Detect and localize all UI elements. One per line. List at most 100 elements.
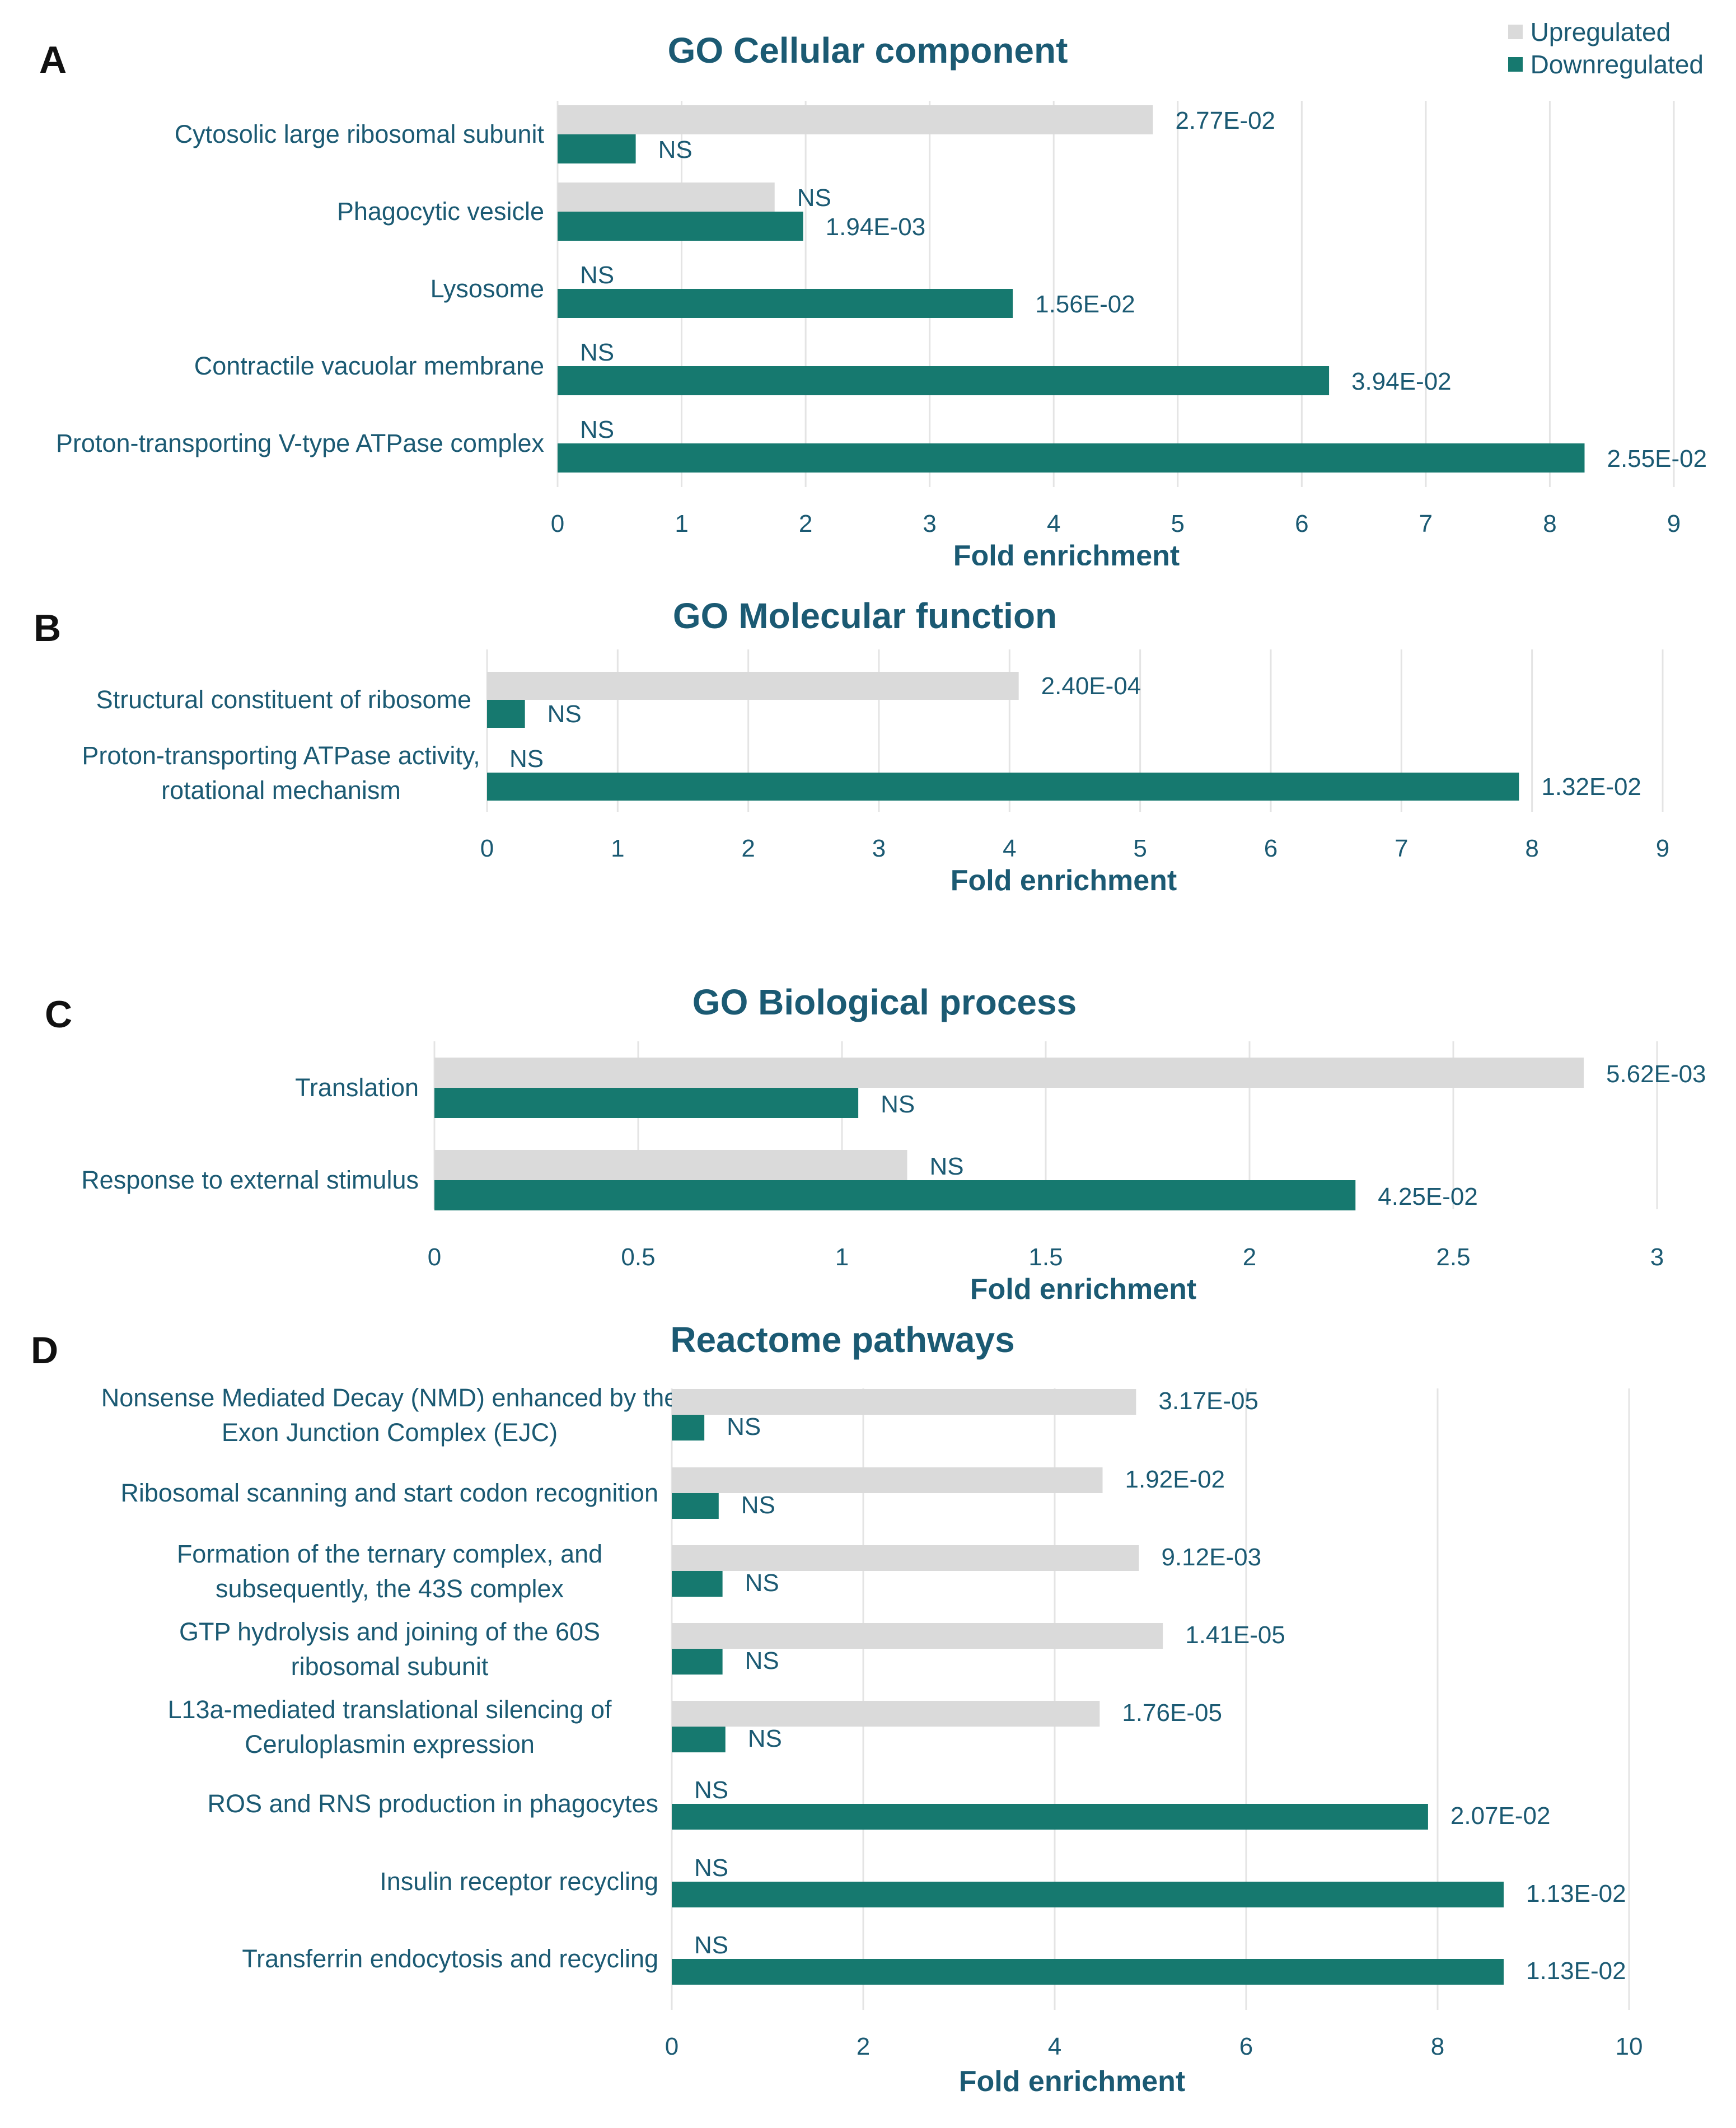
legend-swatch-downregulated: [1508, 57, 1523, 72]
x-tick-label: 2: [857, 2033, 870, 2060]
chart-title: GO Cellular component: [668, 30, 1068, 71]
data-label-upregulated-contractile-vacuolar-membrane: NS: [580, 339, 614, 366]
x-tick-label: 8: [1543, 510, 1556, 537]
x-tick-label: 6: [1295, 510, 1308, 537]
category-label-phagocytic-vesicle: Phagocytic vesicle: [337, 197, 544, 226]
category-label-translation: Translation: [295, 1073, 419, 1102]
data-label-downregulated-response-to-external-stimulus: 4.25E-02: [1378, 1183, 1478, 1210]
category-label-proton-transporting-v-type-atpase-complex: Proton-transporting V-type ATPase comple…: [56, 429, 545, 457]
x-tick-label: 9: [1656, 835, 1669, 862]
data-label-upregulated-cytosolic-large-ribosomal-subunit: 2.77E-02: [1175, 107, 1275, 134]
data-label-upregulated-ribosomal-scanning-and-start-codon-recognition: 1.92E-02: [1125, 1466, 1225, 1493]
x-tick-label: 0: [480, 835, 494, 862]
category-label-gtp-hydrolysis-and-joining-of-the-60s-ribosomal-subunit: GTP hydrolysis and joining of the 60S: [179, 1617, 600, 1646]
bar-downregulated-proton-transporting-v-type-atpase-complex: [558, 443, 1585, 473]
chart-title: Reactome pathways: [670, 1321, 1014, 1360]
x-tick-label: 6: [1264, 835, 1278, 862]
data-label-downregulated-ros-and-rns-production-in-phagocytes: 2.07E-02: [1450, 1802, 1551, 1830]
data-label-upregulated-proton-transporting-v-type-atpase-complex: NS: [580, 416, 614, 443]
panel-go-biological-process: C GO Biological process 0 0.5 1 1.5 2 2.5 3 Fold …: [0, 952, 1736, 1321]
bar-upregulated-gtp-hydrolysis-and-joining-of-the-60s-ribosomal-subunit: [672, 1623, 1163, 1649]
data-label-upregulated-translation: 5.62E-03: [1606, 1060, 1706, 1088]
panel-letter: D: [31, 1329, 58, 1372]
x-tick-label: 6: [1239, 2033, 1253, 2060]
bar-upregulated-structural-constituent-of-ribosome: [487, 672, 1019, 700]
category-label-formation-of-the-ternary-complex-and-subsequently-the-43s-complex: Formation of the ternary complex, and: [177, 1540, 602, 1568]
x-tick-label: 2.5: [1436, 1243, 1470, 1271]
data-label-upregulated-structural-constituent-of-ribosome: 2.40E-04: [1041, 672, 1141, 700]
chart-go-molecular-function: B GO Molecular function 0 1 2 3 4 5 6 7 8 9 Fold enr…: [34, 596, 1669, 897]
legend-label-downregulated: Downregulated: [1530, 50, 1704, 79]
data-label-upregulated-nonsense-mediated-decay-nmd-enhanced-by-the-exon-junction-complex-ejc: 3.17E-05: [1158, 1387, 1258, 1415]
chart-title: GO Biological process: [692, 982, 1077, 1022]
bar-downregulated-cytosolic-large-ribosomal-subunit: [558, 134, 636, 163]
data-label-downregulated-lysosome: 1.56E-02: [1035, 291, 1135, 318]
x-tick-label: 1: [675, 510, 688, 537]
bar-upregulated-phagocytic-vesicle: [558, 183, 775, 212]
category-label-insulin-receptor-recycling: Insulin receptor recycling: [380, 1867, 658, 1896]
data-label-downregulated-proton-transporting-atpase-activity-rotational-mechanism: 1.32E-02: [1541, 773, 1641, 801]
data-label-upregulated-transferrin-endocytosis-and-recycling: NS: [694, 1931, 728, 1959]
category-label-formation-of-the-ternary-complex-and-subsequently-the-43s-complex: subsequently, the 43S complex: [216, 1574, 564, 1603]
data-label-upregulated-insulin-receptor-recycling: NS: [694, 1854, 728, 1882]
chart-go-cellular-component: A GO Cellular component 0 1 2 3 4 5 6 7 8 9 Fold enr…: [39, 30, 1707, 572]
x-tick-label: 2: [799, 510, 812, 537]
bar-upregulated-nonsense-mediated-decay-nmd-enhanced-by-the-exon-junction-complex-ejc: [672, 1389, 1136, 1415]
category-label-l13a-mediated-translational-silencing-of-ceruloplasmin-expression: L13a-mediated translational silencing of: [168, 1695, 612, 1724]
panel-go-cellular-component: A GO Cellular component 0 1 2 3 4 5 6 7 8 9 Fold enr…: [0, 0, 1736, 572]
x-tick-label: 4: [1048, 2033, 1061, 2060]
legend: Upregulated Downregulated: [1508, 16, 1704, 81]
x-tick-label: 3: [872, 835, 886, 862]
panel-letter: A: [39, 39, 67, 81]
data-label-downregulated-gtp-hydrolysis-and-joining-of-the-60s-ribosomal-subunit: NS: [745, 1647, 779, 1675]
bar-upregulated-translation: [434, 1058, 1584, 1088]
x-axis-label: Fold enrichment: [953, 540, 1180, 565]
bar-downregulated-gtp-hydrolysis-and-joining-of-the-60s-ribosomal-subunit: [672, 1649, 723, 1675]
chart-title: GO Molecular function: [673, 596, 1057, 636]
x-tick-label: 3: [923, 510, 936, 537]
data-label-downregulated-transferrin-endocytosis-and-recycling: 1.13E-02: [1526, 1957, 1626, 1985]
category-label-contractile-vacuolar-membrane: Contractile vacuolar membrane: [194, 352, 544, 380]
x-tick-label: 10: [1616, 2033, 1643, 2060]
x-tick-label: 3: [1650, 1243, 1664, 1271]
category-label-l13a-mediated-translational-silencing-of-ceruloplasmin-expression: Ceruloplasmin expression: [245, 1730, 535, 1758]
bar-downregulated-lysosome: [558, 289, 1013, 318]
category-label-transferrin-endocytosis-and-recycling: Transferrin endocytosis and recycling: [242, 1944, 658, 1973]
x-tick-label: 9: [1667, 510, 1681, 537]
x-tick-label: 1: [835, 1243, 849, 1271]
data-label-downregulated-translation: NS: [881, 1091, 915, 1118]
panel-letter: B: [34, 607, 61, 649]
legend-item-downregulated: Downregulated: [1508, 48, 1704, 81]
x-tick-label: 0: [551, 510, 564, 537]
bar-upregulated-cytosolic-large-ribosomal-subunit: [558, 105, 1153, 134]
data-label-downregulated-phagocytic-vesicle: 1.94E-03: [826, 213, 926, 241]
bar-downregulated-insulin-receptor-recycling: [672, 1882, 1504, 1907]
legend-label-upregulated: Upregulated: [1530, 17, 1671, 46]
chart-go-biological-process: C GO Biological process 0 0.5 1 1.5 2 2.5 3 Fold …: [45, 982, 1706, 1306]
data-label-upregulated-ros-and-rns-production-in-phagocytes: NS: [694, 1776, 728, 1804]
data-label-upregulated-formation-of-the-ternary-complex-and-subsequently-the-43s-complex: 9.12E-03: [1161, 1544, 1261, 1571]
data-label-downregulated-structural-constituent-of-ribosome: NS: [548, 700, 582, 728]
data-label-downregulated-ribosomal-scanning-and-start-codon-recognition: NS: [741, 1491, 775, 1519]
bar-downregulated-response-to-external-stimulus: [434, 1180, 1356, 1210]
bar-downregulated-phagocytic-vesicle: [558, 212, 803, 241]
x-axis-label: Fold enrichment: [959, 2065, 1185, 2098]
panel-go-molecular-function: B GO Molecular function 0 1 2 3 4 5 6 7 8 9 Fold enr…: [0, 565, 1736, 913]
bar-upregulated-l13a-mediated-translational-silencing-of-ceruloplasmin-expression: [672, 1701, 1100, 1727]
bar-downregulated-nonsense-mediated-decay-nmd-enhanced-by-the-exon-junction-complex-ejc: [672, 1415, 705, 1441]
bar-downregulated-transferrin-endocytosis-and-recycling: [672, 1959, 1504, 1985]
x-tick-label: 5: [1171, 510, 1185, 537]
x-tick-label: 5: [1133, 835, 1147, 862]
data-label-upregulated-phagocytic-vesicle: NS: [797, 184, 831, 212]
data-label-downregulated-insulin-receptor-recycling: 1.13E-02: [1526, 1880, 1626, 1907]
bar-downregulated-l13a-mediated-translational-silencing-of-ceruloplasmin-expression: [672, 1727, 726, 1752]
category-label-lysosome: Lysosome: [431, 274, 544, 303]
x-tick-label: 2: [741, 835, 755, 862]
legend-item-upregulated: Upregulated: [1508, 16, 1704, 48]
category-label-nonsense-mediated-decay-nmd-enhanced-by-the-exon-junction-complex-ejc: Exon Junction Complex (EJC): [222, 1418, 558, 1447]
data-label-downregulated-cytosolic-large-ribosomal-subunit: NS: [658, 136, 692, 163]
bar-downregulated-ros-and-rns-production-in-phagocytes: [672, 1804, 1428, 1830]
category-label-ros-and-rns-production-in-phagocytes: ROS and RNS production in phagocytes: [208, 1789, 658, 1818]
x-tick-label: 2: [1243, 1243, 1256, 1271]
x-tick-label: 1: [611, 835, 624, 862]
